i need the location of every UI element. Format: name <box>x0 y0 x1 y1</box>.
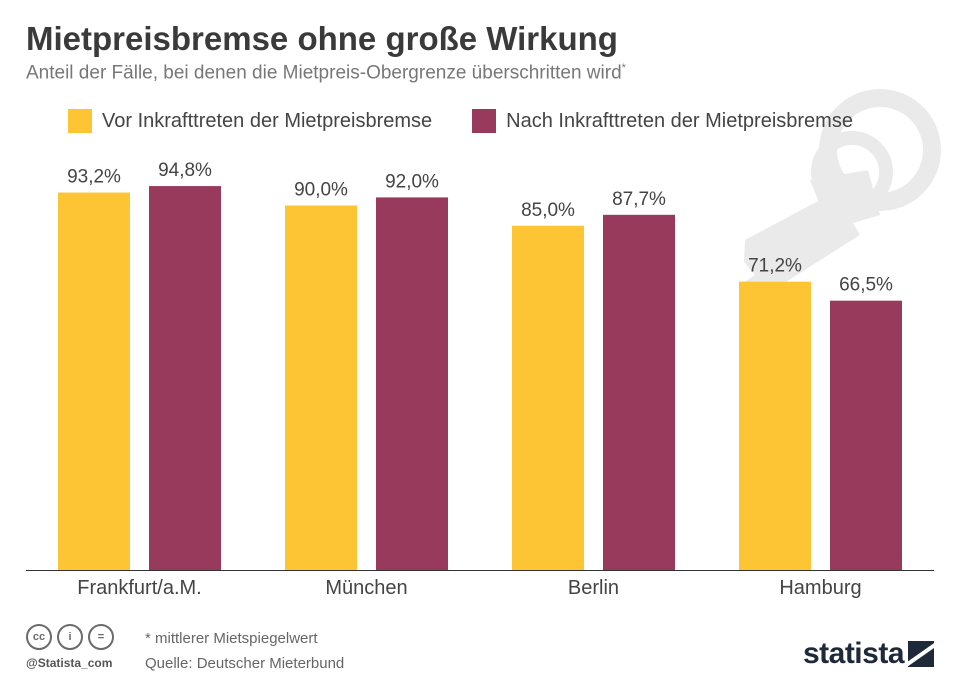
legend-label-before: Vor Inkrafttreten der Mietpreisbremse <box>102 109 433 132</box>
footnote: * mittlerer Mietspiegelwert Quelle: Deut… <box>145 626 344 676</box>
category-label-0: Frankfurt/a.M. <box>77 577 201 599</box>
statista-wordmark: statista <box>802 637 905 670</box>
value-label-after-3: 66,5% <box>839 275 893 296</box>
by-icon[interactable]: i <box>57 624 83 650</box>
bar-after-3 <box>830 300 902 570</box>
subtitle-footnote-mark: * <box>621 62 626 74</box>
bar-after-0 <box>149 186 221 570</box>
footnote-text: * mittlerer Mietspiegelwert <box>145 630 318 647</box>
key-icon <box>740 89 941 300</box>
legend-swatch-after <box>472 109 497 133</box>
statista-logo-icon <box>908 641 934 667</box>
bar-before-3 <box>739 281 811 570</box>
bar-after-1 <box>376 197 448 570</box>
bar-before-1 <box>285 205 357 570</box>
bar-before-0 <box>58 192 130 571</box>
bar-before-2 <box>512 225 584 570</box>
value-label-before-1: 90,0% <box>294 180 348 201</box>
source-text: Quelle: Deutscher Mieterbund <box>145 655 345 672</box>
bar-after-2 <box>603 214 675 570</box>
statista-logo[interactable]: statista <box>803 637 934 671</box>
subtitle-text: Anteil der Fälle, bei denen die Mietprei… <box>26 62 622 84</box>
statista-handle[interactable]: @Statista_com <box>26 656 113 670</box>
value-label-after-2: 87,7% <box>612 189 666 210</box>
chart-title: Mietpreisbremse ohne große Wirkung <box>26 20 618 57</box>
category-label-1: München <box>325 577 407 599</box>
category-label-2: Berlin <box>568 577 619 599</box>
value-label-after-0: 94,8% <box>158 160 212 181</box>
legend-item-after: Nach Inkrafttreten der Mietpreisbremse <box>472 109 853 133</box>
value-label-before-3: 71,2% <box>748 256 802 277</box>
chart-subtitle: Anteil der Fälle, bei denen die Mietprei… <box>26 62 626 84</box>
cc-icon[interactable]: cc <box>26 624 52 650</box>
value-label-before-0: 93,2% <box>67 167 121 188</box>
value-label-after-1: 92,0% <box>385 171 439 192</box>
legend-item-before: Vor Inkrafttreten der Mietpreisbremse <box>68 109 432 133</box>
legend: Vor Inkrafttreten der Mietpreisbremse Na… <box>68 109 893 133</box>
nd-icon[interactable]: = <box>88 624 114 650</box>
license-icons: cc i = <box>26 624 119 650</box>
value-label-before-2: 85,0% <box>521 200 575 221</box>
category-label-3: Hamburg <box>779 577 861 599</box>
legend-swatch-before <box>68 109 92 133</box>
legend-label-after: Nach Inkrafttreten der Mietpreisbremse <box>506 109 853 132</box>
